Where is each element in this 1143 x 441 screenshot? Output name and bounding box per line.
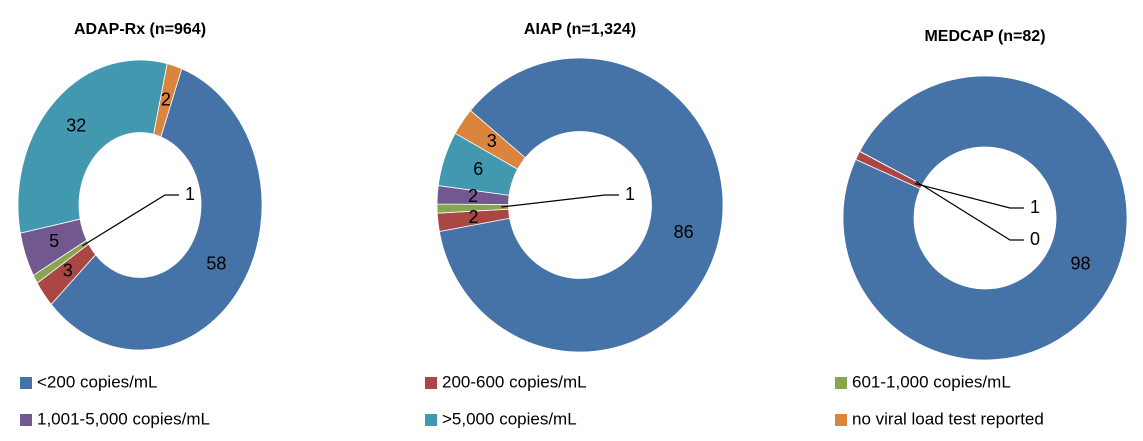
chart-title: MEDCAP (n=82)	[924, 28, 1045, 45]
legend-label: 601-1,000 copies/mL	[852, 372, 1011, 391]
data-label: 2	[468, 186, 478, 206]
chart-title: AIAP (n=1,324)	[524, 21, 636, 38]
donut-segment	[438, 57, 724, 353]
legend-label: 1,001-5,000 copies/mL	[37, 409, 210, 428]
legend-label: <200 copies/mL	[37, 372, 158, 391]
leader-line	[915, 180, 1024, 241]
legend-swatch	[425, 414, 437, 426]
legend-swatch	[20, 377, 32, 389]
donut-segment	[50, 68, 263, 351]
leader-line	[82, 194, 179, 247]
data-label: 1	[185, 184, 195, 204]
data-label: 3	[487, 131, 497, 151]
legend-swatch	[425, 377, 437, 389]
data-label: 86	[674, 222, 694, 242]
data-label: 1	[625, 184, 635, 204]
legend-label: >5,000 copies/mL	[442, 409, 577, 428]
data-label: 3	[63, 261, 73, 281]
data-label: 58	[206, 254, 226, 274]
legend-label: 200-600 copies/mL	[442, 372, 587, 391]
donut-segment	[17, 59, 168, 234]
data-label: 2	[468, 207, 478, 227]
donut-segment	[454, 109, 526, 170]
donut-segment	[842, 75, 1128, 361]
legend-swatch	[20, 414, 32, 426]
data-label: 0	[1030, 229, 1040, 249]
leader-line	[914, 182, 1024, 209]
data-label: 98	[1071, 254, 1091, 274]
chart-title: ADAP-Rx (n=964)	[74, 21, 206, 38]
data-label: 1	[1030, 197, 1040, 217]
data-label: 32	[66, 116, 86, 136]
leader-line	[501, 194, 619, 208]
data-label: 2	[161, 89, 171, 109]
data-label: 6	[473, 159, 483, 179]
legend-label: no viral load test reported	[852, 409, 1044, 428]
legend-swatch	[835, 414, 847, 426]
donut-segment	[153, 63, 183, 138]
legend-swatch	[835, 377, 847, 389]
data-label: 5	[49, 231, 59, 251]
